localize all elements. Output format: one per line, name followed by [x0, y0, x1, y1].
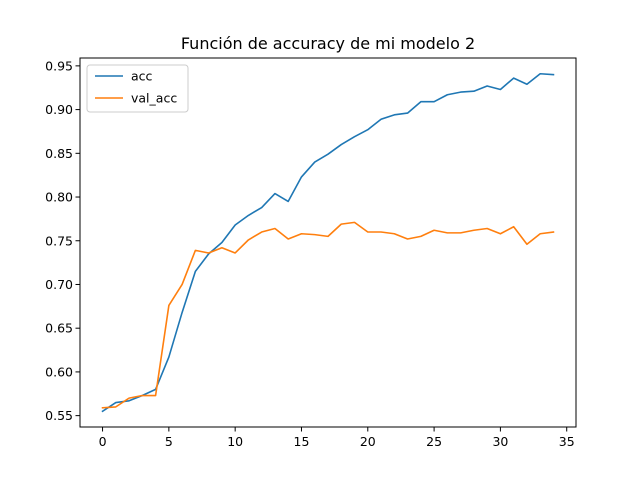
- y-tick-label: 0.75: [45, 233, 73, 248]
- y-tick-label: 0.55: [45, 408, 73, 423]
- series-layer: [101, 72, 555, 413]
- legend-label-acc: acc: [131, 69, 153, 84]
- y-tick-label: 0.60: [45, 364, 73, 379]
- y-tick-label: 0.95: [45, 58, 73, 73]
- x-tick-label: 30: [492, 434, 508, 449]
- chart-title: Función de accuracy de mi modelo 2: [181, 34, 475, 53]
- x-tick-label: 15: [294, 434, 310, 449]
- y-tick-label: 0.85: [45, 146, 73, 161]
- y-tick-label: 0.80: [45, 190, 73, 205]
- plot-frame: [79, 57, 577, 428]
- legend: acc val_acc: [86, 64, 189, 113]
- y-tick-label: 0.65: [45, 321, 73, 336]
- y-tick-label: 0.70: [45, 277, 73, 292]
- legend-label-val-acc: val_acc: [131, 91, 177, 106]
- series-line-val-acc: [101, 221, 555, 409]
- x-tick-label: 20: [360, 434, 376, 449]
- x-tick-label: 35: [559, 434, 575, 449]
- x-axis: 0 5 10 15 20 25 30 35: [99, 427, 575, 449]
- y-tick-label: 0.90: [45, 102, 73, 117]
- series-line-acc: [101, 72, 555, 413]
- x-tick-label: 0: [99, 434, 107, 449]
- x-tick-label: 10: [227, 434, 243, 449]
- x-tick-label: 5: [165, 434, 173, 449]
- y-axis: 0.55 0.60 0.65 0.70 0.75 0.80 0.85 0.90 0.95: [45, 58, 80, 423]
- x-tick-label: 25: [426, 434, 442, 449]
